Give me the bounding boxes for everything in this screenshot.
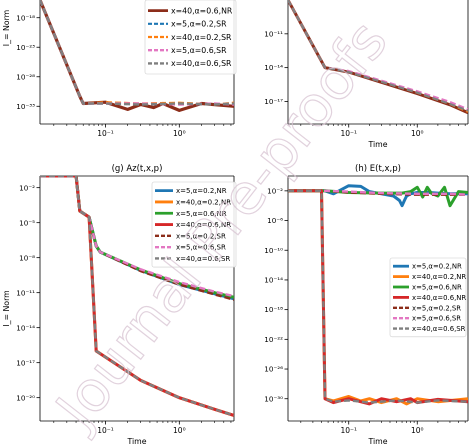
plot-area bbox=[40, 176, 234, 417]
legend-frame bbox=[144, 0, 237, 75]
legend-label: x=40,α=0.6,NR bbox=[412, 294, 466, 302]
y-tick-label: 10⁻¹⁴ bbox=[264, 276, 283, 285]
y-axis-label: I_= Norm bbox=[2, 290, 11, 326]
y-tick-label: 10⁻²⁰ bbox=[16, 393, 35, 402]
x-tick-label: 10⁰ bbox=[411, 426, 424, 435]
x-tick-label: 10⁻¹ bbox=[340, 129, 357, 138]
y-tick-label: 10⁻² bbox=[19, 183, 35, 192]
legend-label: x=40,α=0.2,NR bbox=[176, 198, 231, 206]
legend-label: x=40,α=0.2,NR bbox=[412, 273, 466, 281]
legend-label: x=5,α=0.6,SR bbox=[171, 46, 227, 55]
plot-area bbox=[40, 0, 234, 112]
x-tick-label: 10⁰ bbox=[173, 129, 186, 138]
legend: x=5,α=0.2,NR x=40,α=0.2,NR x=5,α=0.6,NR x=4… bbox=[151, 181, 237, 268]
y-tick-label: 10⁻³⁰ bbox=[264, 394, 283, 403]
series-line-6 bbox=[288, 189, 468, 196]
legend-label: x=40,α=0.6,NR bbox=[176, 221, 231, 229]
x-axis-label: Time bbox=[126, 437, 146, 446]
y-tick-label: 10⁻²⁸ bbox=[16, 72, 35, 81]
panel-f: 10⁻¹ 10⁰ 10⁻¹¹ 10⁻¹⁴ 10⁻¹⁷ Time bbox=[264, 0, 469, 149]
y-tick-label: 10⁻¹⁷ bbox=[16, 358, 35, 367]
panel-g: 10⁻¹ 10⁰ 10⁻² 10⁻⁵ 10⁻⁸ 10⁻¹¹ 10⁻¹⁴ 10⁻¹⁷ 10⁻²⁰ (… bbox=[2, 164, 237, 446]
legend-label: x=5,α=0.2,SR bbox=[412, 304, 461, 312]
plot-area bbox=[288, 184, 468, 406]
x-tick-label: 10⁻¹ bbox=[340, 426, 357, 435]
x-tick-label: 10⁻¹ bbox=[97, 129, 114, 138]
x-tick-label: 10⁻¹ bbox=[97, 426, 114, 435]
y-tick-label: 10⁻¹⁸ bbox=[264, 305, 283, 314]
legend-label: x=40,α=0.6,SR bbox=[412, 325, 466, 333]
y-tick-label: 10⁻¹⁰ bbox=[264, 246, 283, 255]
legend: x=5,α=0.2,NR x=40,α=0.2,NR x=5,α=0.6,NR x=4… bbox=[389, 257, 466, 338]
y-tick-label: 10⁻² bbox=[267, 186, 283, 195]
legend-label: x=5,α=0.6,SR bbox=[412, 315, 461, 323]
panel-e: 10⁻¹ 10⁰ 10⁻¹⁸ 10⁻²³ 10⁻²⁸ 10⁻³³ I_= Norm x=40,… bbox=[2, 0, 237, 138]
series-line-3 bbox=[288, 185, 468, 208]
y-tick-label: 10⁻⁵ bbox=[19, 218, 35, 227]
x-tick-label: 10⁰ bbox=[411, 129, 424, 138]
legend-label: x=5,α=0.6,NR bbox=[176, 210, 227, 218]
legend-label: x=5,α=0.2,NR bbox=[176, 187, 227, 195]
watermark-text: Journal Pre-proofs bbox=[42, 9, 400, 442]
legend: x=40,α=0.6,NR x=5,α=0.2,SR x=40,α=0.2,SR x=… bbox=[144, 0, 237, 75]
legend-label: x=5,α=0.2,NR bbox=[412, 263, 462, 271]
legend-label: x=5,α=0.2,SR bbox=[171, 20, 227, 29]
legend-label: x=40,α=0.6,SR bbox=[171, 59, 232, 68]
x-tick-label: 10⁰ bbox=[173, 426, 186, 435]
series-line-5 bbox=[40, 0, 234, 106]
panel-h: 10⁻¹ 10⁰ 10⁻² 10⁻⁶ 10⁻¹⁰ 10⁻¹⁴ 10⁻¹⁸ 10⁻²² 10⁻²⁶… bbox=[264, 164, 469, 446]
x-axis-label: Time bbox=[367, 437, 387, 446]
y-tick-label: 10⁻²² bbox=[264, 335, 283, 344]
legend-label: x=5,α=0.6,NR bbox=[412, 283, 462, 291]
y-tick-label: 10⁻¹⁴ bbox=[16, 323, 35, 332]
panel-title: (h) E(t,x,p) bbox=[355, 164, 401, 174]
y-tick-label: 10⁻¹⁸ bbox=[16, 13, 35, 22]
y-tick-label: 10⁻²³ bbox=[16, 43, 35, 52]
series-line-7 bbox=[40, 176, 234, 417]
y-tick-label: 10⁻⁸ bbox=[19, 253, 35, 262]
y-tick-label: 10⁻¹⁷ bbox=[264, 97, 283, 106]
series-line-7 bbox=[288, 189, 468, 404]
legend-label: x=40,α=0.6,SR bbox=[176, 255, 230, 263]
legend-label: x=5,α=0.6,SR bbox=[176, 244, 226, 252]
y-axis-label: I_= Norm bbox=[2, 10, 11, 46]
y-tick-label: 10⁻¹⁴ bbox=[264, 63, 283, 72]
legend-label: x=40,α=0.2,SR bbox=[171, 33, 232, 42]
y-tick-label: 10⁻⁶ bbox=[267, 216, 283, 225]
y-tick-label: 10⁻²⁶ bbox=[264, 365, 283, 374]
series-line-4 bbox=[288, 0, 468, 112]
y-tick-label: 10⁻¹¹ bbox=[16, 288, 35, 297]
panel-title: (g) Az(t,x,p) bbox=[112, 164, 163, 174]
x-axis-label: Time bbox=[367, 140, 387, 149]
y-tick-label: 10⁻¹¹ bbox=[264, 29, 283, 38]
legend-label: x=40,α=0.6,NR bbox=[171, 6, 233, 15]
plot-area bbox=[288, 0, 468, 115]
y-tick-label: 10⁻³³ bbox=[16, 102, 35, 111]
legend-label: x=5,α=0.2,SR bbox=[176, 232, 226, 240]
